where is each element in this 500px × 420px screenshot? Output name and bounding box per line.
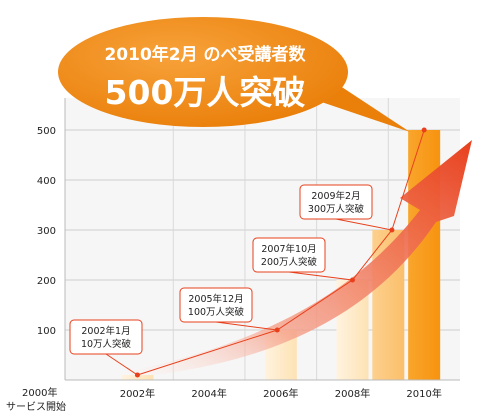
annotation-date-0: 2002年1月 [81,325,130,337]
annotation-milestone-3: 300万人突破 [308,203,365,215]
annotation-milestone-1: 100万人突破 [188,306,245,318]
annotation-date-3: 2009年2月 [311,190,360,202]
growth-arrow-shape [95,140,472,380]
axes: 100 200 300 400 500 2002年 2004年 2006年 2008年 2010年 [37,98,460,400]
annotation-milestone-0: 10万人突破 [81,338,132,350]
annotation-box-3 [299,184,373,220]
headline-line2: 500万人突破 [105,73,306,112]
y-tick-label-100: 100 [37,326,56,337]
line-point-4 [421,127,427,133]
y-tick-label-400: 400 [37,176,56,187]
bubble-shape [58,17,348,127]
origin-service-label: サービス開始 [6,400,66,413]
annotation-date-2: 2007年10月 [261,243,316,255]
annotation-milestone-2: 200万人突破 [261,256,318,268]
x-tick-label-2010: 2010年 [406,387,441,400]
y-tick-label-500: 500 [37,126,56,137]
growth-arrow [95,140,472,380]
annotation-leader-0 [105,353,138,376]
annotation-box-1 [179,287,253,323]
x-tick-label-2002: 2002年 [120,387,155,400]
annotation-leader-2 [288,271,353,281]
headline-line1: 2010年2月 のべ受講者数 [104,44,306,65]
headline-bubble: 2010年2月 のべ受講者数 500万人突破 [58,17,410,132]
x-tick-label-2004: 2004年 [191,387,226,400]
annotation-box-0 [69,319,143,355]
y-tick-label-300: 300 [37,226,56,237]
bar-2010 [408,130,441,380]
origin-year-label: 2000年 [22,386,57,399]
annotation-box-2 [252,237,326,273]
y-tick-label-200: 200 [37,276,56,287]
x-tick-label-2006: 2006年 [263,387,298,400]
annotation-leader-3 [335,218,393,231]
x-tick-label-2008: 2008年 [335,387,370,400]
annotation-date-1: 2005年12月 [188,293,243,305]
annotation-leader-1 [215,321,278,331]
